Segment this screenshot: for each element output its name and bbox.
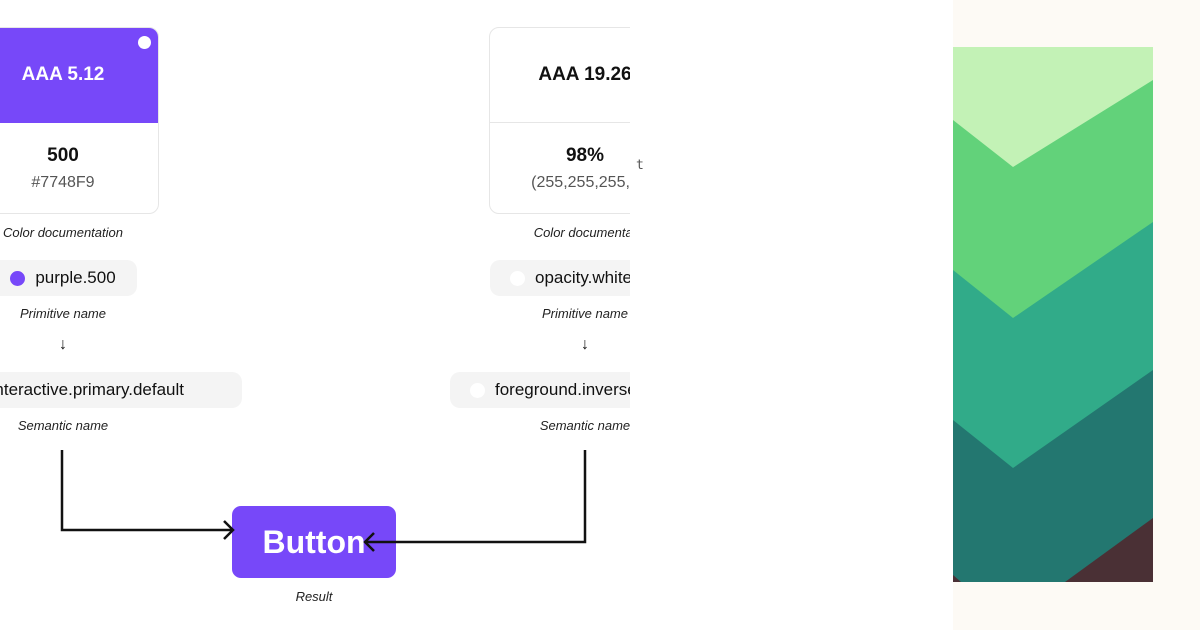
contrast-label: AAA 19.26 — [490, 28, 630, 123]
left-arrowhead-icon — [223, 520, 235, 540]
opacity-value: 98% — [565, 145, 605, 166]
chevron-band — [953, 370, 1153, 582]
left-connector-line — [60, 450, 232, 532]
color-card-white: AAA 19.26 98% (255,255,255,9 — [489, 27, 630, 214]
stray-character: t — [636, 158, 644, 173]
right-connector-line — [366, 450, 587, 544]
primitive-token-pill: purple.500 — [0, 260, 137, 296]
semantic-token-label: nd.interactive.primary.default — [0, 380, 184, 399]
color-dot-icon — [510, 270, 525, 286]
diagram-area: AAA 5.12 500 #7748F9 Color documentation… — [0, 27, 630, 604]
semantic-token-pill: foreground.inverse — [450, 372, 630, 408]
connector-arrows — [60, 450, 587, 552]
rgba-code: (255,255,255,9 — [531, 174, 630, 191]
chevron-band — [953, 575, 961, 582]
card-caption: Color documentation — [3, 225, 123, 240]
arrow-down-icon: ↓ — [581, 336, 589, 353]
card-caption: Color documentat — [533, 225, 630, 240]
shade-value: 500 — [47, 145, 79, 166]
color-dot-icon — [470, 382, 485, 398]
arrow-down-icon: ↓ — [59, 336, 67, 353]
semantic-token-pill: nd.interactive.primary.default — [0, 372, 242, 408]
hex-code: #7748F9 — [31, 174, 95, 191]
color-card-purple: AAA 5.12 500 #7748F9 — [0, 27, 159, 214]
chevron-band — [1065, 518, 1153, 582]
contrast-label: AAA 5.12 — [0, 28, 158, 123]
primitive-caption: Primitive name — [542, 306, 628, 321]
color-dot-icon — [10, 270, 26, 286]
semantic-caption: Semantic name — [539, 418, 630, 433]
chevron-pattern-image — [953, 47, 1153, 582]
semantic-token-label: foreground.inverse — [495, 380, 630, 399]
result-caption: Result — [295, 589, 333, 604]
white-dot-icon — [138, 36, 151, 49]
semantic-caption: Semantic name — [17, 418, 109, 433]
primitive-token-pill: opacity.white — [490, 260, 630, 296]
right-arrowhead-icon — [363, 532, 375, 552]
primitive-token-label: purple.500 — [35, 268, 116, 287]
primitive-token-label: opacity.white — [535, 268, 630, 287]
primitive-caption: Primitive name — [20, 306, 106, 321]
